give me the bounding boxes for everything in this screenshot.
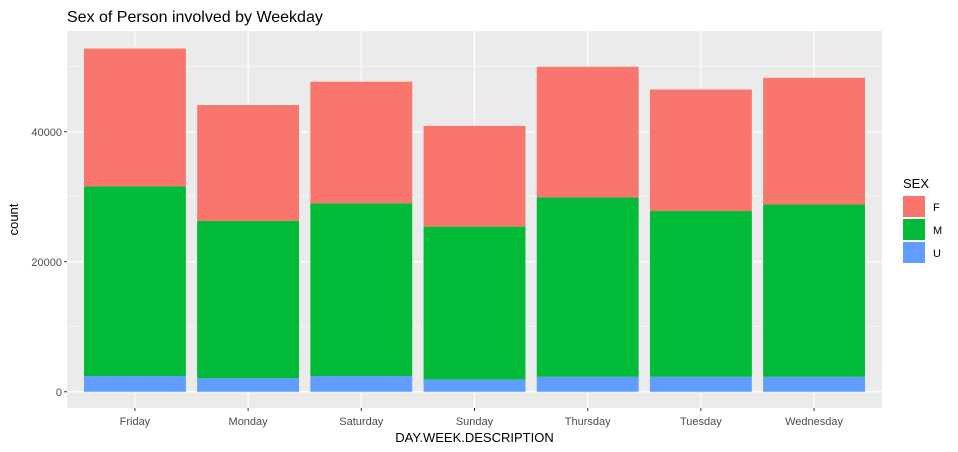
bar-U-wednesday	[763, 376, 866, 392]
bar-M-monday	[197, 220, 300, 379]
legend-swatch-M	[903, 219, 925, 240]
legend: SEX FMU	[903, 176, 942, 263]
legend-swatch-F	[903, 196, 925, 217]
bars	[83, 48, 866, 392]
bar-M-thursday	[536, 197, 639, 377]
bar-F-sunday	[423, 125, 526, 227]
x-tick-label: Thursday	[565, 416, 611, 428]
chart-title: Sex of Person involved by Weekday	[67, 9, 323, 26]
bar-U-tuesday	[649, 376, 752, 392]
x-tick-label: Tuesday	[680, 416, 722, 428]
y-tick-label: 0	[56, 387, 62, 399]
bar-F-thursday	[536, 66, 639, 198]
x-tick-label: Wednesday	[785, 416, 843, 428]
bar-F-saturday	[310, 81, 413, 204]
bar-F-friday	[83, 48, 186, 187]
x-tick-label: Sunday	[456, 416, 494, 428]
legend-swatch-U	[903, 242, 925, 263]
y-tick-label: 20000	[31, 257, 62, 269]
legend-label-F: F	[933, 202, 940, 214]
legend-label-U: U	[933, 248, 941, 260]
bar-F-tuesday	[649, 89, 752, 212]
bar-F-wednesday	[763, 77, 866, 205]
bar-U-monday	[197, 378, 300, 392]
bar-M-tuesday	[649, 211, 752, 377]
y-tick-label: 40000	[31, 127, 62, 139]
legend-title: SEX	[903, 176, 929, 191]
bar-U-saturday	[310, 376, 413, 392]
bar-U-sunday	[423, 379, 526, 392]
x-tick-label: Saturday	[339, 416, 384, 428]
x-tick-label: Monday	[229, 416, 269, 428]
bar-F-monday	[197, 105, 300, 221]
x-axis-title: DAY.WEEK.DESCRIPTION	[395, 430, 553, 445]
bar-M-wednesday	[763, 204, 866, 377]
bar-U-thursday	[536, 376, 639, 392]
x-axis: Friday Monday Saturday Sunday Thursday Tuesda…	[120, 408, 844, 428]
bar-M-sunday	[423, 226, 526, 380]
x-tick-label: Friday	[120, 416, 151, 428]
bar-M-friday	[83, 186, 186, 377]
y-axis: 0 20000 40000	[31, 127, 67, 399]
legend-label-M: M	[933, 225, 942, 237]
y-axis-title: count	[6, 203, 21, 235]
bar-U-friday	[83, 376, 186, 392]
bar-M-saturday	[310, 203, 413, 377]
